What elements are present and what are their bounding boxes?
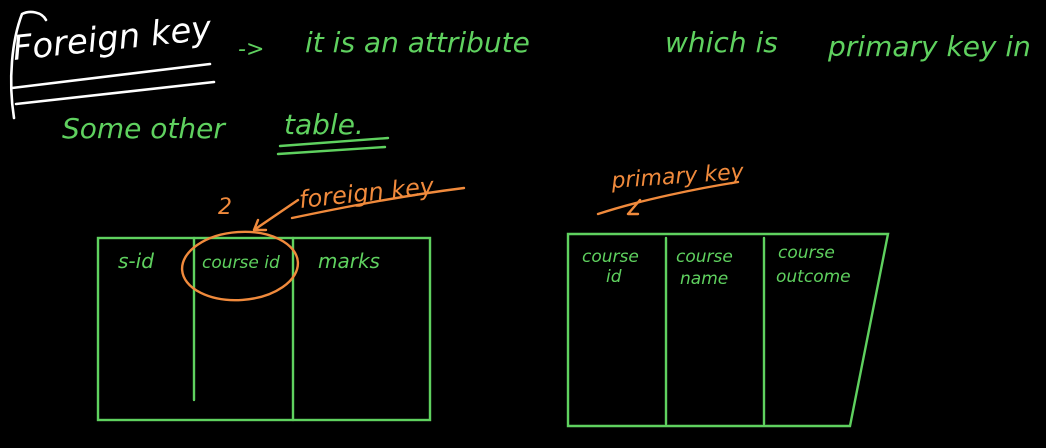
definition-line1c: primary key in xyxy=(827,30,1031,63)
table-underline-1 xyxy=(278,136,390,148)
left-table-col-sid: s-id xyxy=(118,249,154,273)
right-table-col1-line2: id xyxy=(606,267,622,287)
heading-term: Foreign key xyxy=(11,8,214,69)
definition-line2b: table. xyxy=(284,108,364,141)
right-table-col2-line2: name xyxy=(680,269,728,289)
right-table-col1-line1: course xyxy=(582,247,639,267)
foreign-key-highlight-ellipse xyxy=(180,230,300,302)
right-annotation-underline xyxy=(596,180,740,216)
right-table-frame xyxy=(566,232,890,428)
table-underline-2 xyxy=(276,145,387,156)
heading-initial-stroke xyxy=(9,10,48,120)
heading-underline-2 xyxy=(14,80,216,106)
right-annotation-label: primary key xyxy=(610,160,746,194)
definition-line2a: Some other xyxy=(62,112,226,145)
left-annotation-number: 2 xyxy=(218,195,232,220)
heading-arrow: -> xyxy=(238,37,264,62)
right-annotation-arrow xyxy=(626,198,642,216)
left-table-frame xyxy=(96,236,432,422)
heading-underline-1 xyxy=(10,62,212,90)
right-table-col3-line1: course xyxy=(778,243,835,263)
right-table-col3-line2: outcome xyxy=(776,267,851,287)
right-table-col2-line1: course xyxy=(676,247,733,267)
left-table-col-courseid: course id xyxy=(202,253,280,273)
left-annotation-underline xyxy=(290,186,466,220)
definition-line1: it is an attribute xyxy=(305,26,530,59)
left-annotation-arrow xyxy=(252,198,300,232)
left-table-col-marks: marks xyxy=(318,249,380,273)
definition-line1b: which is xyxy=(665,26,778,59)
left-annotation-label: foreign key xyxy=(298,172,436,214)
